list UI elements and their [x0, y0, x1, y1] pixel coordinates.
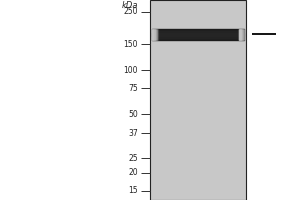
Bar: [150, 0, 246, 200]
Text: 100: 100: [124, 66, 138, 75]
Text: 75: 75: [128, 84, 138, 93]
Text: 15: 15: [128, 186, 138, 195]
Text: kDa: kDa: [122, 1, 138, 10]
Text: 25: 25: [128, 154, 138, 163]
Text: 150: 150: [124, 40, 138, 49]
Text: 250: 250: [124, 7, 138, 16]
Text: 20: 20: [128, 168, 138, 177]
Text: 37: 37: [128, 129, 138, 138]
Text: 50: 50: [128, 110, 138, 119]
